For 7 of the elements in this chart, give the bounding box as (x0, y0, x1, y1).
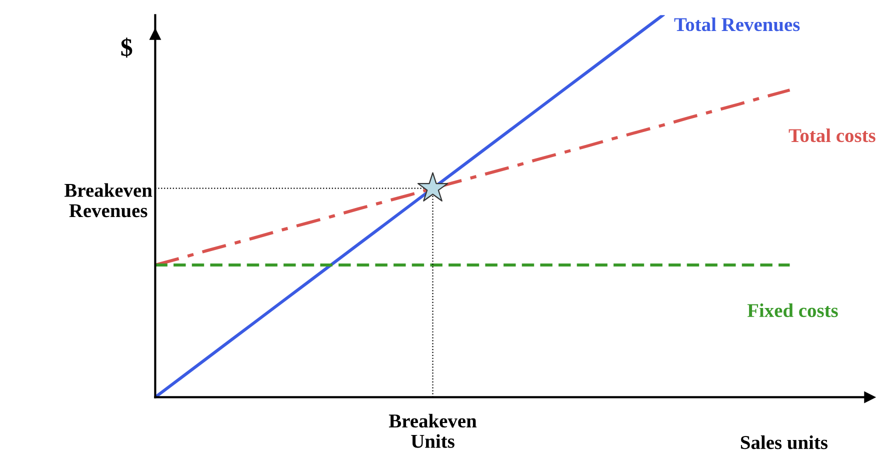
series-label: Total Revenues (674, 17, 800, 32)
series-label: Total costs (788, 128, 876, 142)
x-axis-title: Sales units (740, 435, 828, 450)
text: Breakeven Units (388, 414, 477, 448)
series-label: Fixed costs (747, 303, 838, 318)
y-axis-title: $ (121, 38, 132, 58)
annotation: Breakeven Revenues (64, 183, 152, 218)
